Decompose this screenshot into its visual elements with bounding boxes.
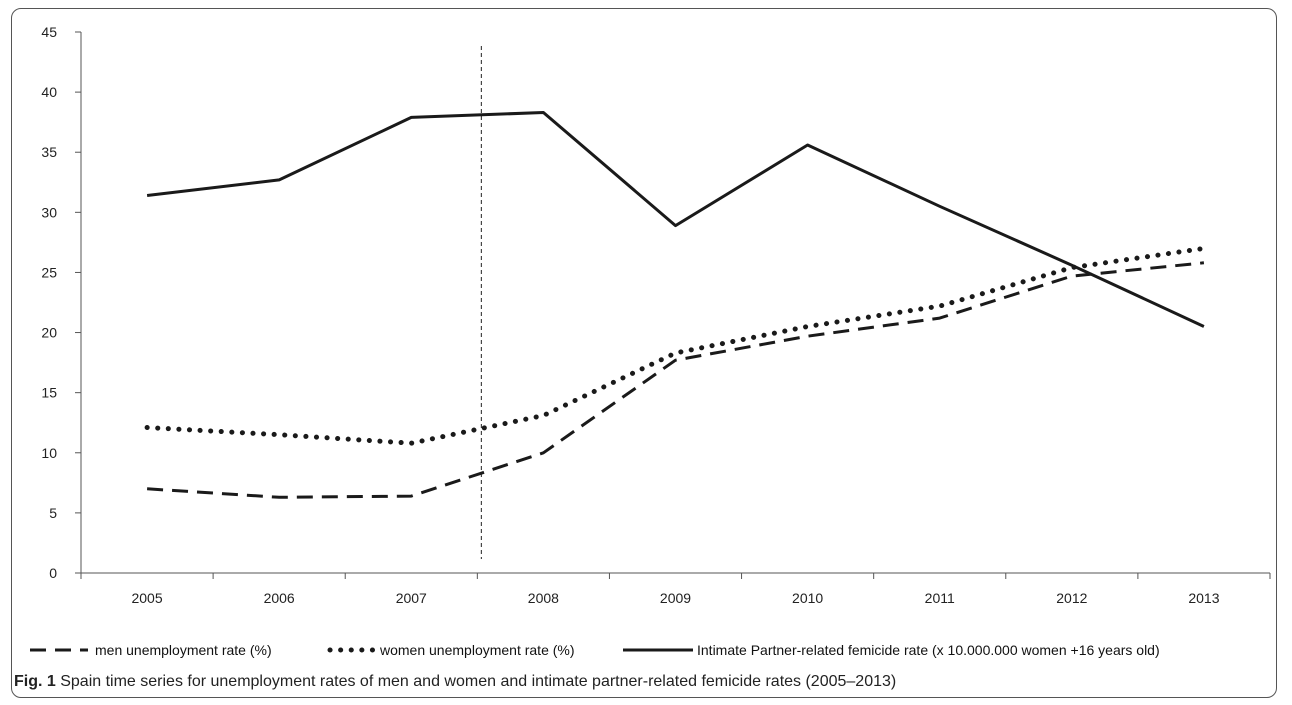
figure-caption-text: Spain time series for unemployment rates… (55, 673, 897, 690)
figure-label: Fig. 1 (14, 673, 56, 690)
x-tick-label: 2009 (660, 590, 691, 606)
y-tick-label: 20 (41, 325, 57, 341)
y-tick-label: 5 (49, 505, 57, 521)
x-tick-label: 2007 (396, 590, 427, 606)
y-tick-label: 10 (41, 445, 57, 461)
chart-legend: men unemployment rate (%) women unemploym… (30, 642, 1160, 658)
x-tick-label: 2008 (528, 590, 559, 606)
x-tick-label: 2005 (131, 590, 162, 606)
series-line-dotted (144, 245, 1207, 446)
x-tick-label: 2006 (264, 590, 295, 606)
x-tick-label: 2013 (1188, 590, 1219, 606)
series-line-dashed (147, 261, 1205, 499)
y-tick-label: 30 (41, 204, 57, 220)
series-line-solid (146, 111, 1205, 328)
x-tick-label: 2012 (1056, 590, 1087, 606)
figure-caption: Fig. 1 Spain time series for unemploymen… (14, 673, 896, 691)
y-tick-label: 40 (41, 84, 57, 100)
chart-axes: 0 5 10 15 20 25 30 35 40 45 2005 2006 2007 2008 2009 20… (41, 24, 1271, 606)
x-tick-label: 2011 (925, 590, 955, 606)
series-layer (144, 111, 1207, 499)
y-tick-label: 45 (41, 24, 57, 40)
y-tick-label: 25 (41, 264, 57, 280)
legend-label: men unemployment rate (%) (95, 642, 272, 658)
legend-label: women unemployment rate (%) (379, 642, 575, 658)
y-tick-label: 35 (41, 144, 57, 160)
x-tick-label: 2010 (792, 590, 823, 606)
y-tick-label: 15 (41, 385, 57, 401)
y-tick-label: 0 (49, 565, 57, 581)
legend-label: Intimate Partner-related femicide rate (… (697, 642, 1160, 658)
figure-frame (11, 8, 1277, 698)
